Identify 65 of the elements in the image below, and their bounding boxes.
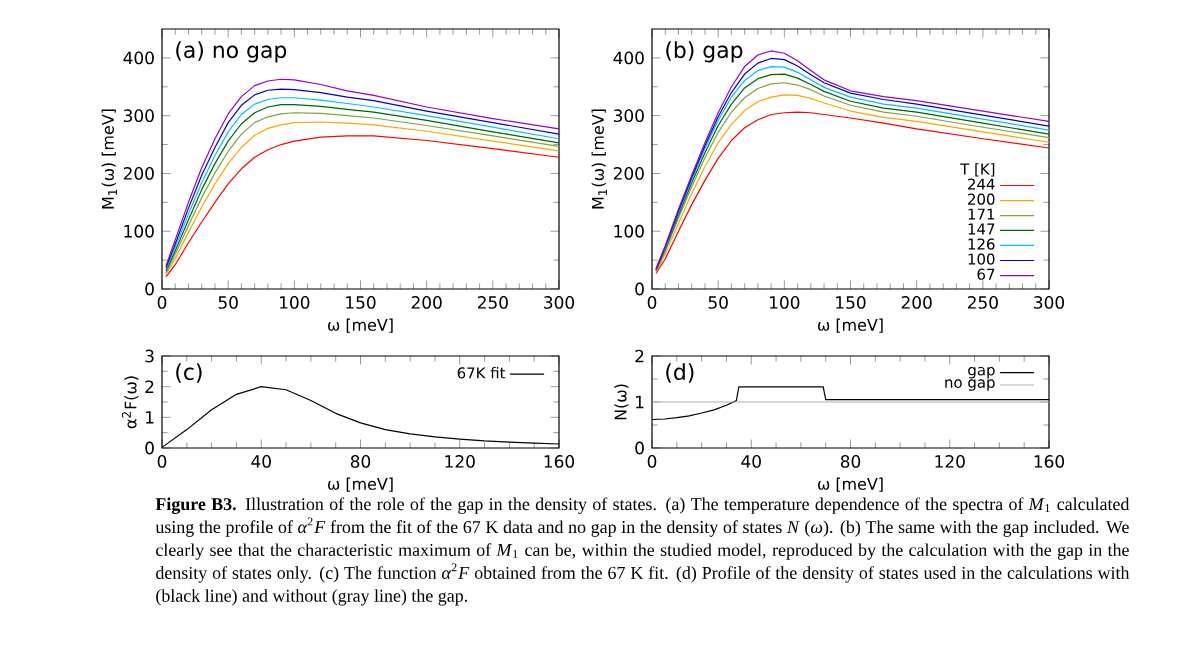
legend-title: T [K] bbox=[960, 163, 995, 177]
legend-label: 147 bbox=[968, 223, 995, 235]
y-tick-label: 300 bbox=[123, 109, 154, 123]
x-tick-label: 80 bbox=[350, 455, 371, 468]
legend-label: 67 bbox=[977, 268, 995, 280]
x-tick-label: 200 bbox=[411, 296, 442, 309]
legend-label: 126 bbox=[968, 238, 995, 250]
x-tick-label: 50 bbox=[218, 296, 238, 309]
x-tick-label: 250 bbox=[967, 296, 998, 309]
y-tick-label: 1 bbox=[146, 411, 154, 424]
y-tick-label: 2 bbox=[145, 380, 154, 393]
x-tick-label: 160 bbox=[544, 455, 575, 468]
text: Figure B3. Illustration of the role of the gap in the density of states. (a) The temperature dependence of the spectra of M$_{1}$ calculated using the profile of α$^{2}$F from the fit of the 67 K data and no gap in the density of states N (ω). (b) The same with the gap included. We clearly see that the characteristic maximum of M$_{1}$ can be, within the studied model, reproduced by the calculation with the gap in the density of states only. (c) The function α$^{2}$F obtained from the 67 K fit. (d) Profile of the density of states used in the calculations with (black line) and without (gray line) the gap. bbox=[155, 497, 1130, 606]
x-tick-label: 100 bbox=[280, 296, 310, 309]
legend-label: 171 bbox=[968, 208, 995, 220]
x-tick-label: 250 bbox=[477, 296, 508, 309]
y-tick-label: 200 bbox=[613, 167, 644, 180]
y-axis-title: α$^{2}$F(ω) bbox=[121, 376, 139, 429]
y-axis-title: N(ω) bbox=[614, 384, 629, 420]
y-tick-label: 400 bbox=[613, 51, 644, 65]
y-tick-label: 400 bbox=[123, 51, 154, 65]
x-tick-label: 120 bbox=[445, 455, 475, 468]
x-tick-label: 40 bbox=[741, 455, 761, 468]
x-tick-label: 0 bbox=[647, 296, 657, 309]
x-tick-label: 0 bbox=[157, 455, 167, 468]
text: (a) no gap bbox=[176, 41, 287, 63]
legend-label: no gap bbox=[945, 379, 995, 391]
chart-title: (c) bbox=[176, 363, 202, 383]
x-tick-label: 300 bbox=[1034, 296, 1065, 309]
y-axis-title: M$_{1}$(ω) [meV] bbox=[101, 109, 117, 209]
y-tick-label: 0 bbox=[635, 282, 644, 296]
x-tick-label: 300 bbox=[544, 296, 575, 309]
y-tick-label: 300 bbox=[613, 109, 644, 123]
x-tick-label: 80 bbox=[840, 455, 861, 468]
x-tick-label: 200 bbox=[901, 296, 932, 309]
chart-title: (d) bbox=[666, 363, 694, 383]
y-tick-label: 0 bbox=[145, 441, 154, 455]
y-tick-label: 100 bbox=[614, 224, 644, 238]
legend-label: 100 bbox=[968, 253, 995, 265]
x-tick-label: 0 bbox=[157, 296, 167, 309]
x-tick-label: 150 bbox=[346, 296, 376, 309]
y-tick-label: 200 bbox=[123, 167, 154, 180]
x-tick-label: 150 bbox=[836, 296, 866, 309]
y-tick-label: 1 bbox=[636, 395, 644, 409]
x-axis-title: ω [meV] bbox=[328, 318, 393, 333]
y-tick-label: 0 bbox=[635, 441, 644, 455]
x-tick-label: 0 bbox=[647, 455, 657, 468]
x-axis-title: ω [meV] bbox=[818, 318, 883, 333]
x-tick-label: 160 bbox=[1034, 455, 1065, 468]
x-axis-title: ω [meV] bbox=[818, 477, 883, 492]
x-tick-label: 100 bbox=[770, 296, 800, 309]
y-tick-label: 0 bbox=[145, 282, 154, 296]
y-tick-label: 100 bbox=[124, 224, 154, 238]
x-axis-title: ω [meV] bbox=[328, 477, 393, 492]
legend-label: 67K fit bbox=[457, 366, 506, 379]
legend-label: gap bbox=[968, 366, 995, 379]
x-tick-label: 120 bbox=[935, 455, 965, 468]
y-tick-label: 2 bbox=[635, 349, 644, 363]
x-tick-label: 40 bbox=[251, 455, 271, 468]
y-axis-title: M$_{1}$(ω) [meV] bbox=[591, 109, 607, 209]
legend-label: 200 bbox=[968, 193, 995, 205]
text: (b) gap bbox=[666, 41, 743, 63]
legend-label: 244 bbox=[968, 178, 995, 190]
y-tick-label: 3 bbox=[145, 349, 154, 363]
x-tick-label: 50 bbox=[708, 296, 728, 309]
